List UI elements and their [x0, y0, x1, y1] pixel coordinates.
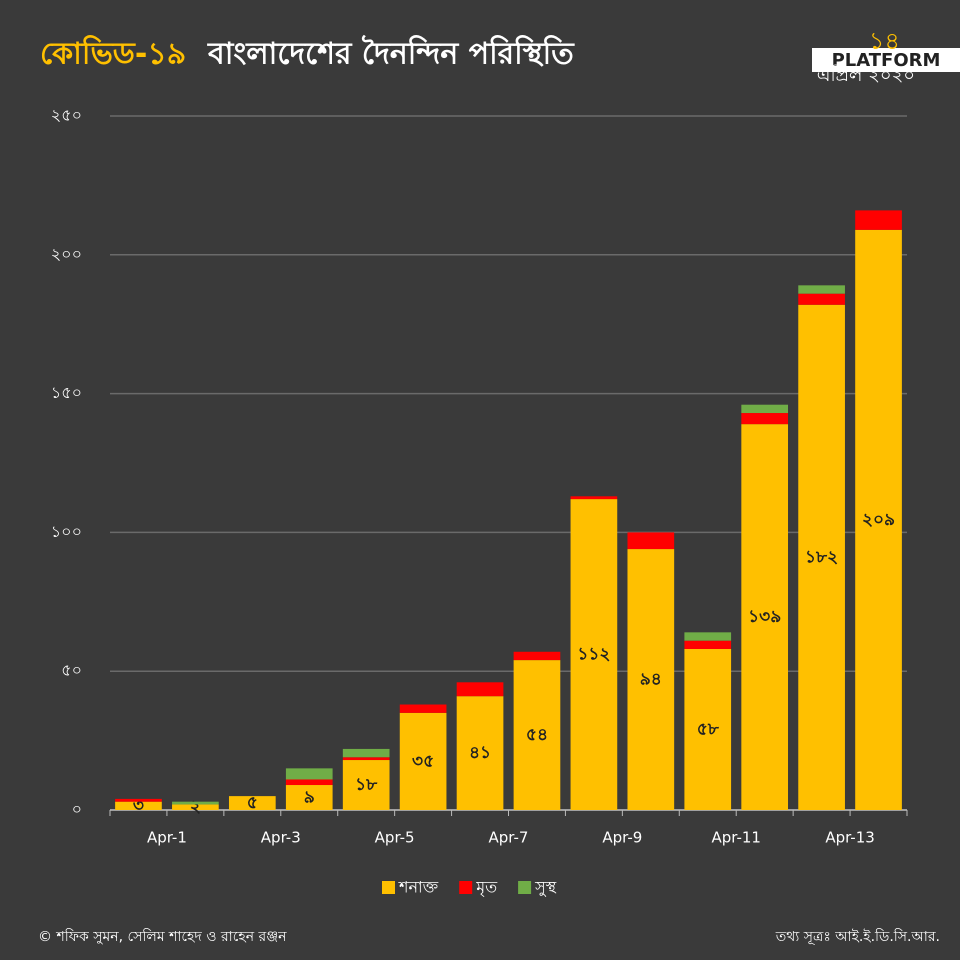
bar-segment	[798, 285, 845, 294]
bar-segment	[228, 796, 276, 810]
x-tick-label: Apr-1	[147, 829, 187, 847]
bar-segment	[741, 413, 789, 425]
bar-segment	[627, 532, 675, 550]
title: বাংলাদেশের দৈনন্দিন পরিস্থিতি	[207, 35, 575, 72]
value-label: ২০৯	[862, 510, 895, 530]
bar-segment	[115, 801, 162, 810]
bar-segment	[855, 210, 902, 230]
value-label: ১৮	[355, 775, 378, 795]
bar-segment	[741, 424, 789, 810]
bar-segment	[513, 660, 561, 810]
bar-segment	[798, 304, 845, 810]
bar-segment	[285, 768, 333, 780]
value-label: ৫৪	[526, 725, 548, 745]
y-tick-label: ২০০	[51, 244, 82, 263]
value-label: ৩	[133, 796, 144, 816]
source: তথ্য সূত্রঃ আই.ই.ডি.সি.আর.	[775, 928, 940, 945]
value-label: ৯৪	[640, 670, 662, 690]
value-label: ২	[190, 797, 201, 817]
legend-label: শনাক্ত	[398, 878, 439, 897]
bar-segment	[456, 682, 504, 697]
value-label: ৯	[304, 788, 315, 808]
logo-box	[812, 48, 960, 72]
value-label: ৫৮	[697, 719, 720, 739]
bar-segment	[115, 798, 162, 802]
legend-swatch	[459, 881, 473, 894]
bar-segment	[798, 293, 845, 305]
bar-segment	[285, 779, 333, 786]
bar-segment	[342, 748, 390, 758]
y-tick-label: ০	[72, 800, 82, 819]
bar-segment	[342, 760, 390, 810]
bar-segment	[570, 499, 618, 810]
x-tick-label: Apr-5	[375, 829, 415, 847]
x-tick-label: Apr-9	[602, 829, 642, 847]
bar-segment	[399, 704, 447, 713]
credit: © শফিক সুমন, সেলিম শাহেদ ও রাহেন রঞ্জন	[38, 928, 287, 945]
value-label: ১৩৯	[748, 607, 781, 627]
bar-segment	[172, 804, 219, 810]
bar-segment	[627, 549, 675, 810]
y-tick-label: ৫০	[61, 661, 82, 680]
legend-label: সুস্থ	[534, 878, 557, 897]
x-tick-label: Apr-13	[825, 829, 875, 847]
value-label: ৫	[247, 793, 258, 813]
bar-segment	[456, 696, 504, 810]
legend-swatch	[518, 881, 532, 894]
x-tick-label: Apr-7	[489, 829, 529, 847]
date-month: এপ্রিল ২০২০	[817, 65, 915, 86]
y-tick-label: ২৫০	[51, 106, 82, 125]
legend-label: মৃত	[475, 878, 498, 898]
title-highlight: কোভিড-১৯	[40, 35, 186, 72]
bar-segment	[285, 785, 333, 810]
x-tick-label: Apr-3	[261, 829, 301, 847]
bar-segment	[684, 632, 732, 641]
bar-segment	[684, 648, 732, 810]
value-label: ১৮২	[805, 547, 838, 567]
date-day: ১৪	[869, 27, 900, 55]
bar-segment	[741, 404, 789, 414]
bar-segment	[684, 640, 732, 649]
bar-segment	[399, 712, 447, 810]
bar-segment	[172, 801, 219, 805]
y-tick-label: ১০০	[51, 522, 82, 541]
x-tick-label: Apr-11	[711, 829, 761, 847]
bar-segment	[342, 757, 390, 761]
value-label: ৩৫	[412, 751, 434, 771]
logo: PLATFORM	[832, 50, 941, 71]
bar-segment	[855, 229, 902, 811]
y-tick-label: ১৫০	[51, 383, 82, 402]
bar-segment	[513, 651, 561, 661]
legend-swatch	[382, 881, 395, 894]
value-label: ১১২	[577, 645, 610, 665]
value-label: ৪১	[469, 743, 491, 763]
bar-segment	[570, 496, 618, 500]
